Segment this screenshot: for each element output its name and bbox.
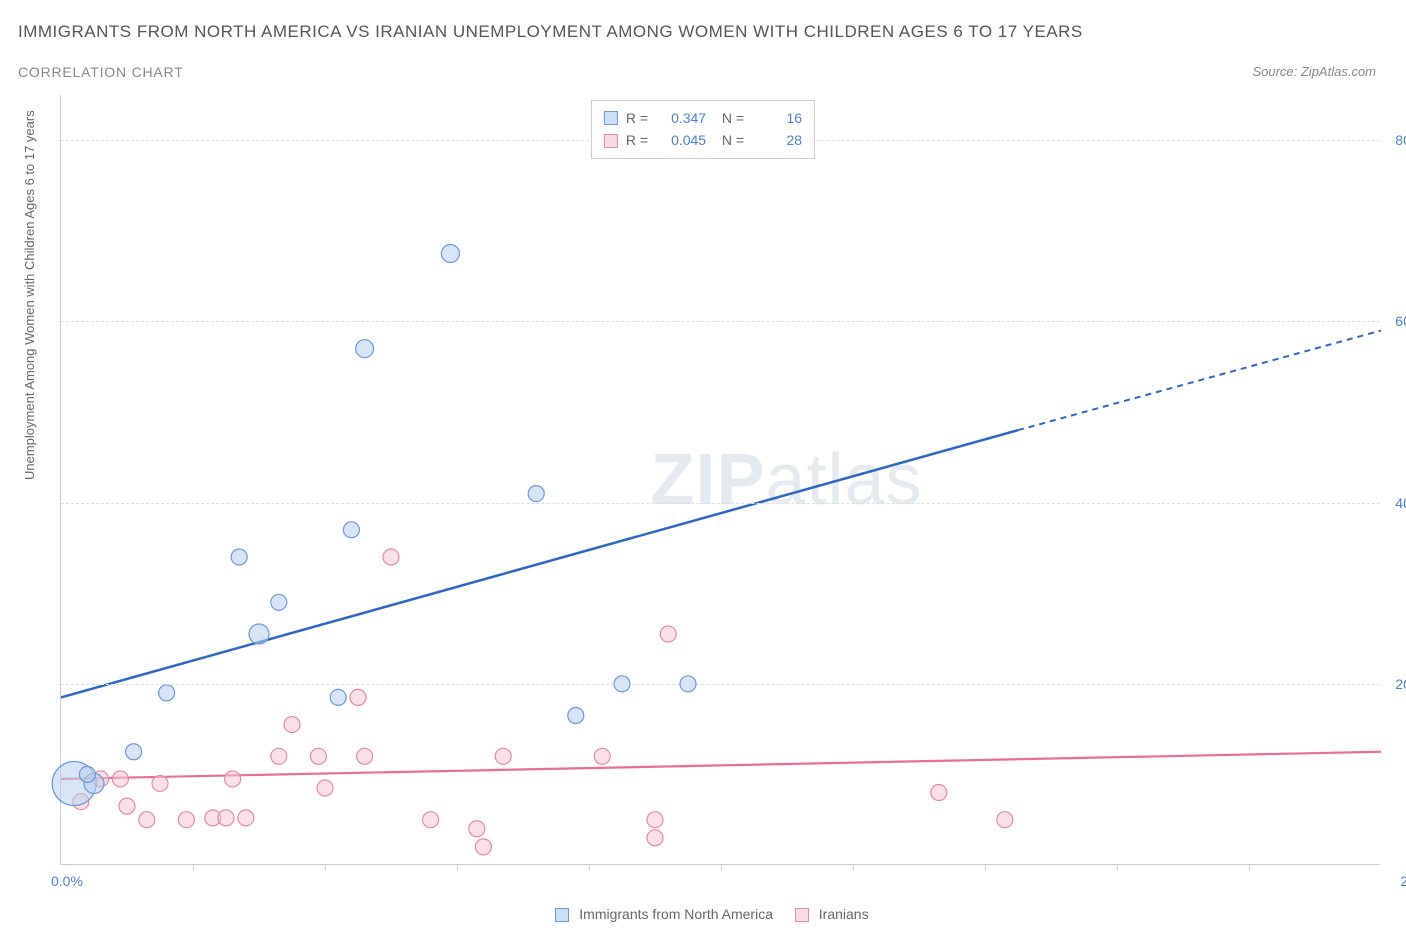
r-value: 0.045 [656,129,706,151]
n-value: 28 [752,129,802,151]
gridline [61,321,1380,322]
n-label: N = [714,107,744,129]
x-tick-mark [985,864,986,870]
legend-label-b: Iranians [819,906,869,922]
x-tick-right: 20.0% [1400,873,1406,889]
bottom-legend: Immigrants from North America Iranians [0,906,1406,922]
r-label: R = [626,129,648,151]
y-tick-label: 20.0% [1395,676,1406,692]
x-tick-mark [325,864,326,870]
legend-swatch [604,134,618,148]
r-value: 0.347 [656,107,706,129]
legend-swatch-b [795,908,809,922]
legend-label-a: Immigrants from North America [579,906,773,922]
x-tick-mark [193,864,194,870]
gridline [61,503,1380,504]
x-tick-mark [853,864,854,870]
gridline [61,684,1380,685]
top-legend-row: R = 0.045 N = 28 [604,129,802,151]
n-value: 16 [752,107,802,129]
x-tick-mark [589,864,590,870]
chart-plot-area: ZIPatlas 0.0% 20.0% 20.0%40.0%60.0%80.0% [60,95,1380,865]
top-legend-row: R = 0.347 N = 16 [604,107,802,129]
legend-swatch-a [555,908,569,922]
chart-title: IMMIGRANTS FROM NORTH AMERICA VS IRANIAN… [18,22,1083,42]
y-tick-label: 80.0% [1395,132,1406,148]
x-tick-mark [721,864,722,870]
chart-subtitle: CORRELATION CHART [18,64,184,80]
x-tick-mark [1249,864,1250,870]
x-tick-mark [457,864,458,870]
x-tick-mark [1117,864,1118,870]
y-tick-label: 60.0% [1395,313,1406,329]
y-tick-label: 40.0% [1395,495,1406,511]
x-tick-left: 0.0% [51,873,83,889]
top-legend-box: R = 0.347 N = 16 R = 0.045 N = 28 [591,100,815,159]
scatter-plot-svg [61,95,1380,864]
n-label: N = [714,129,744,151]
source-label: Source: ZipAtlas.com [1252,64,1376,79]
r-label: R = [626,107,648,129]
y-axis-label: Unemployment Among Women with Children A… [22,110,37,480]
legend-swatch [604,111,618,125]
